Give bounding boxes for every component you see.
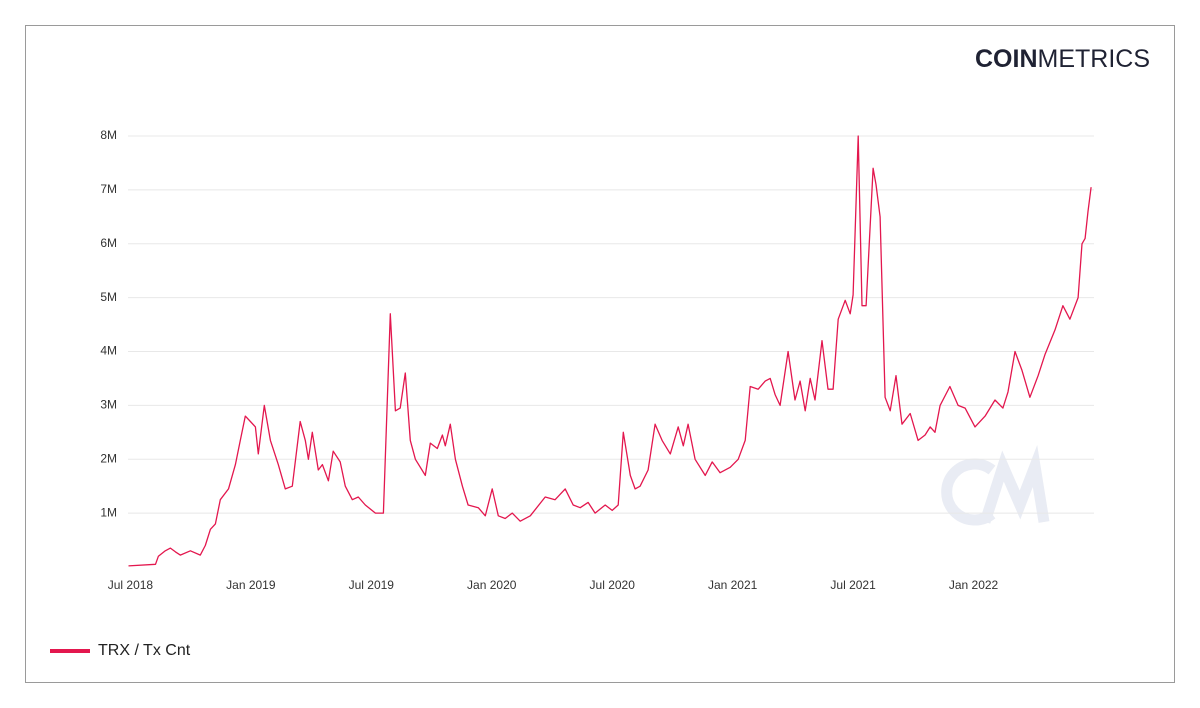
y-tick-label: 7M (100, 182, 117, 196)
x-tick-label: Jan 2022 (949, 578, 999, 592)
y-tick-label: 3M (100, 398, 117, 412)
y-tick-label: 2M (100, 451, 117, 465)
y-tick-label: 6M (100, 236, 117, 250)
y-tick-label: 8M (100, 128, 117, 142)
x-tick-label: Jul 2021 (830, 578, 876, 592)
frame (25, 25, 1175, 683)
logo-light: METRICS (1038, 45, 1151, 73)
legend-label: TRX / Tx Cnt (98, 642, 191, 659)
y-tick-label: 1M (100, 505, 117, 519)
x-tick-label: Jan 2019 (226, 578, 276, 592)
x-tick-label: Jan 2021 (708, 578, 758, 592)
x-tick-label: Jul 2019 (349, 578, 395, 592)
x-tick-label: Jul 2020 (590, 578, 636, 592)
logo-bold: COIN (975, 45, 1038, 73)
y-tick-label: 4M (100, 344, 117, 358)
data-line (128, 135, 1092, 567)
watermark-c (941, 458, 996, 526)
x-tick-label: Jan 2020 (467, 578, 517, 592)
logo: COINMETRICS (975, 45, 1150, 73)
x-tick-label: Jul 2018 (108, 578, 154, 592)
y-tick-label: 5M (100, 290, 117, 304)
watermark-m (979, 444, 1050, 524)
watermark (941, 444, 1050, 526)
